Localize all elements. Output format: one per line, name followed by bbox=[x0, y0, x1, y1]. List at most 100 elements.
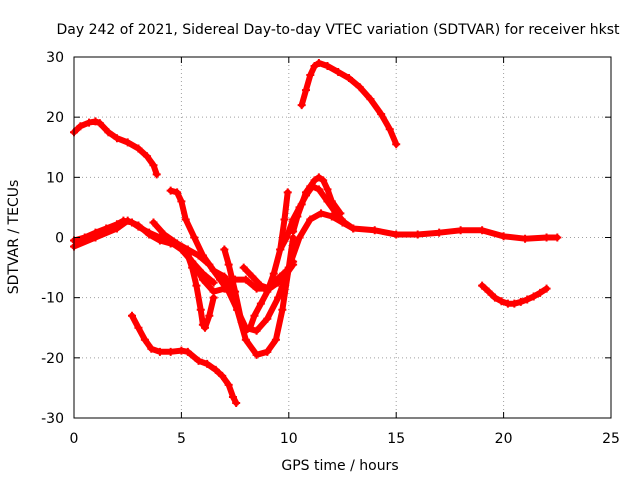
data-point-arc-7 bbox=[209, 287, 218, 296]
y-tick-label: 30 bbox=[46, 50, 64, 66]
data-point-arc-13 bbox=[516, 297, 525, 306]
data-point-arc-4 bbox=[155, 233, 164, 242]
data-point-arc-4 bbox=[112, 220, 121, 229]
data-point-arc-6 bbox=[306, 215, 315, 224]
data-point-arc-10 bbox=[377, 110, 386, 119]
data-point-arc-5 bbox=[278, 305, 287, 314]
data-point-arc-10 bbox=[310, 62, 319, 71]
data-point-arc-2 bbox=[201, 323, 210, 332]
data-point-arc-10 bbox=[366, 95, 375, 104]
data-point-arc-7 bbox=[220, 284, 229, 293]
data-point-arc-7 bbox=[177, 242, 186, 251]
data-point-arc-11 bbox=[276, 245, 285, 254]
data-point-arc-8 bbox=[542, 233, 551, 242]
data-point-arc-3 bbox=[232, 398, 241, 407]
data-point-arc-9 bbox=[319, 176, 328, 185]
data-point-arc-3 bbox=[218, 371, 227, 380]
data-point-arc-10 bbox=[385, 125, 394, 134]
data-point-arc-5 bbox=[241, 335, 250, 344]
x-tick-labels: 0 5 10 15 20 25 bbox=[70, 431, 620, 447]
data-point-arc-4 bbox=[80, 233, 89, 242]
data-point-arc-9 bbox=[297, 200, 306, 209]
data-point-arc-6 bbox=[252, 326, 261, 335]
chart-title: Day 242 of 2021, Sidereal Day-to-day VTE… bbox=[57, 22, 620, 38]
x-tick-label: 15 bbox=[387, 431, 405, 447]
data-point-arc-2 bbox=[192, 281, 201, 290]
data-point-arc-1 bbox=[123, 138, 132, 147]
data-point-arc-4 bbox=[119, 216, 128, 225]
data-point-arc-3 bbox=[211, 365, 220, 374]
data-point-arc-3 bbox=[177, 346, 186, 355]
y-tick-labels: 30 20 10 0 -10 -20 -30 bbox=[41, 50, 64, 427]
data-point-arc-13 bbox=[523, 295, 532, 304]
data-point-arc-6 bbox=[263, 314, 272, 323]
data-point-arc-8 bbox=[553, 233, 562, 242]
data-point-arc-6 bbox=[173, 239, 182, 248]
data-point-arc-10 bbox=[392, 140, 401, 149]
data-point-arc-4 bbox=[209, 278, 218, 287]
data-point-arc-9 bbox=[306, 182, 315, 191]
data-point-arc-13 bbox=[484, 287, 493, 296]
data-point-arc-6 bbox=[317, 209, 326, 218]
data-point-arc-6 bbox=[149, 218, 158, 227]
data-point-arc-8 bbox=[435, 228, 444, 237]
data-point-arc-12 bbox=[282, 269, 291, 278]
data-point-arc-8 bbox=[370, 226, 379, 235]
data-point-arc-9 bbox=[289, 227, 298, 236]
data-point-arc-1 bbox=[149, 161, 158, 170]
data-point-arc-8 bbox=[349, 224, 358, 233]
y-tick-label: 0 bbox=[55, 231, 64, 247]
data-point-arc-11 bbox=[280, 215, 289, 224]
data-point-arc-11 bbox=[250, 311, 259, 320]
data-point-arc-3 bbox=[140, 335, 149, 344]
data-point-arc-5 bbox=[263, 347, 272, 356]
data-point-arc-5 bbox=[252, 350, 261, 359]
data-point-arc-1 bbox=[143, 152, 152, 161]
data-point-arc-10 bbox=[306, 71, 315, 80]
data-point-arc-5 bbox=[181, 215, 190, 224]
y-tick-label: 20 bbox=[46, 110, 64, 126]
data-point-arc-7 bbox=[241, 275, 250, 284]
series-line-arc-3 bbox=[129, 312, 240, 406]
data-point-arc-13 bbox=[491, 293, 500, 302]
data-point-arc-1 bbox=[85, 118, 94, 127]
data-point-arc-4 bbox=[134, 222, 143, 231]
data-point-arc-13 bbox=[536, 288, 545, 297]
data-point-arc-12 bbox=[274, 278, 283, 287]
data-point-arc-12 bbox=[239, 263, 248, 272]
data-point-arc-13 bbox=[478, 281, 487, 290]
data-point-arc-6 bbox=[216, 275, 225, 284]
data-point-arc-9 bbox=[336, 209, 345, 218]
data-point-arc-9 bbox=[314, 173, 323, 182]
data-point-arc-5 bbox=[220, 272, 229, 281]
data-point-arc-12 bbox=[289, 260, 298, 269]
data-point-arc-8 bbox=[521, 234, 530, 243]
data-point-arc-11 bbox=[269, 269, 278, 278]
data-point-arc-11 bbox=[220, 245, 229, 254]
data-point-arc-8 bbox=[478, 226, 487, 235]
data-point-arc-3 bbox=[166, 347, 175, 356]
data-point-arc-9 bbox=[327, 197, 336, 206]
data-point-arc-5 bbox=[190, 233, 199, 242]
data-point-arc-11 bbox=[241, 326, 250, 335]
x-tick-label: 10 bbox=[280, 431, 298, 447]
data-point-arc-5 bbox=[173, 188, 182, 197]
data-point-arc-11 bbox=[283, 188, 292, 197]
data-point-arc-3 bbox=[147, 344, 156, 353]
data-point-arc-12 bbox=[265, 284, 274, 293]
data-point-arc-2 bbox=[205, 311, 214, 320]
data-point-arc-3 bbox=[155, 347, 164, 356]
data-point-arc-11 bbox=[237, 317, 246, 326]
data-point-arc-13 bbox=[542, 284, 551, 293]
series-group bbox=[70, 59, 562, 407]
data-point-arc-3 bbox=[194, 356, 203, 365]
data-point-arc-6 bbox=[194, 251, 203, 260]
data-point-arc-4 bbox=[91, 228, 100, 237]
data-point-arc-9 bbox=[301, 188, 310, 197]
data-point-arc-10 bbox=[301, 86, 310, 95]
data-point-arc-5 bbox=[166, 186, 175, 195]
y-tick-label: -20 bbox=[41, 351, 64, 367]
data-point-arc-13 bbox=[497, 297, 506, 306]
y-tick-label: 10 bbox=[46, 170, 64, 186]
